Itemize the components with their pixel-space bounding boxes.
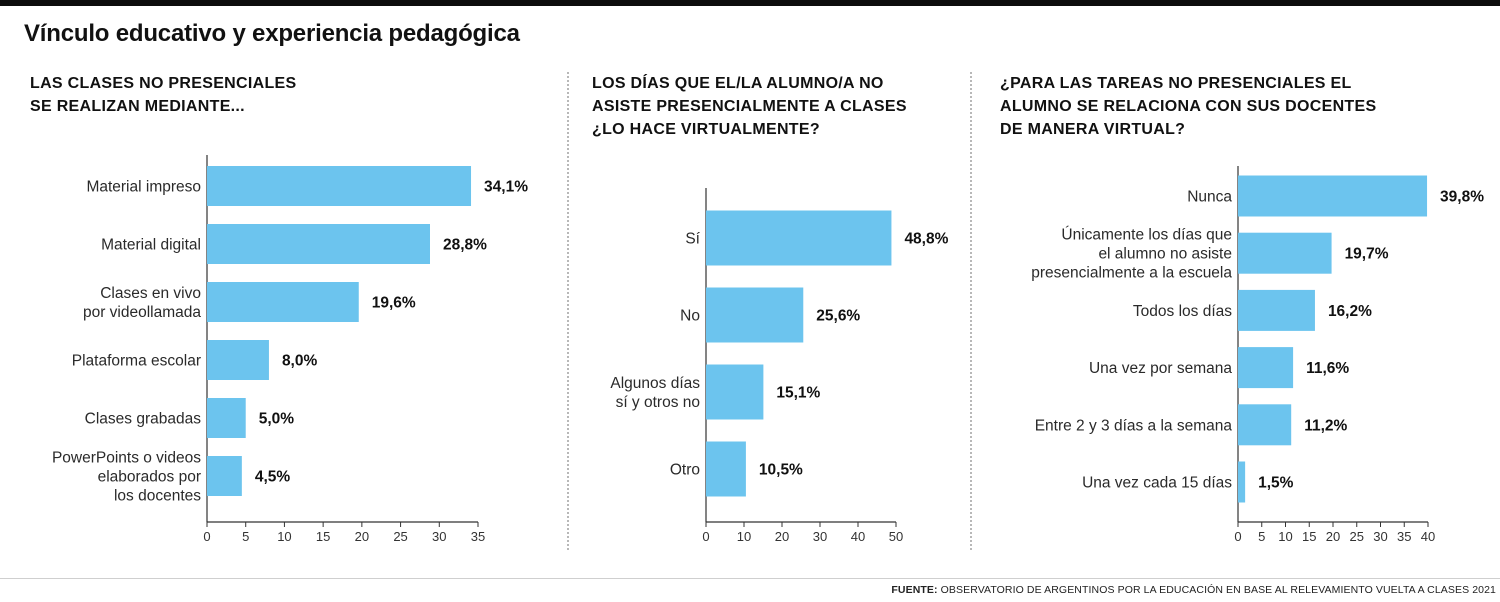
divider-2 [970,72,972,550]
chart-1-category-label: PowerPoints o videos elaborados por los do… [52,450,201,505]
chart-3-value-label: 11,6% [1306,360,1349,377]
source-label: FUENTE: [891,584,938,596]
chart-3-tick-label: 25 [1350,529,1364,544]
chart-1-bar [207,398,246,438]
page-title: Vínculo educativo y experiencia pedagógi… [24,20,520,47]
top-bar [0,0,1500,6]
chart-3-value-label: 19,7% [1345,246,1389,263]
chart-3-tick-label: 35 [1397,529,1411,544]
chart-3-category-label: Todos los días [1133,303,1232,320]
chart-1-value-label: 34,1% [484,179,528,196]
chart-1-tick-label: 35 [471,529,485,544]
chart-1-category-label: Clases en vivo por videollamada [83,285,201,321]
chart-3-bar [1238,404,1292,446]
chart-2-bar [706,210,892,266]
chart-2-title: LOS DÍAS QUE EL/LA ALUMNO/A NO ASISTE PR… [592,75,907,138]
chart-1-category-label: Clases grabadas [85,411,202,428]
chart-1-tick-label: 0 [203,529,210,544]
chart-3-tick-label: 0 [1234,529,1241,544]
chart-3-category-label: Entre 2 y 3 días a la semana [1035,417,1233,434]
chart-3-tick-label: 5 [1258,529,1265,544]
chart-1-bar [207,340,269,380]
chart-3-title: ¿PARA LAS TAREAS NO PRESENCIALES EL ALUM… [1000,75,1377,138]
chart-3-bar [1238,175,1428,217]
chart-3-value-label: 16,2% [1328,303,1372,320]
chart-2-value-label: 48,8% [904,231,948,248]
chart-2-tick-label: 40 [851,529,865,544]
chart-1-tick-label: 5 [242,529,249,544]
chart-3-tick-label: 30 [1373,529,1387,544]
chart-1-value-label: 8,0% [282,353,318,370]
chart-3-bar [1238,232,1332,274]
source-footer: FUENTE: OBSERVATORIO DE ARGENTINOS POR L… [891,584,1496,596]
chart-1-title: LAS CLASES NO PRESENCIALES SE REALIZAN M… [30,75,297,115]
chart-1-value-label: 5,0% [259,411,295,428]
chart-1-value-label: 19,6% [372,295,416,312]
chart-1-tick-label: 15 [316,529,330,544]
chart-2-category-label: Algunos días sí y otros no [610,375,700,411]
chart-3-category-label: Una vez cada 15 días [1082,475,1232,492]
chart-3-tick-label: 15 [1302,529,1316,544]
chart-1-bar [207,282,359,322]
chart-1-category-label: Material impreso [86,179,201,196]
chart-2-tick-label: 30 [813,529,827,544]
chart-1-tick-label: 10 [277,529,291,544]
chart-3-category-label: Nunca [1187,189,1232,206]
chart-1-bar [207,166,472,206]
chart-2-category-label: No [680,308,700,325]
chart-2-bar [706,287,804,343]
chart-3-category-label: Únicamente los días que el alumno no asis… [1031,227,1232,282]
chart-2-category-label: Otro [670,462,700,479]
chart-1-category-label: Plataforma escolar [72,353,201,370]
chart-1-value-label: 4,5% [255,469,291,486]
chart-3-value-label: 11,2% [1304,417,1347,434]
chart-1-bar [207,456,242,496]
chart-2-bar [706,364,764,420]
chart-3-tick-label: 40 [1421,529,1435,544]
chart-1-tick-label: 20 [355,529,369,544]
chart-1-tick-label: 30 [432,529,446,544]
chart-2-value-label: 10,5% [759,462,803,479]
chart-2-tick-label: 50 [889,529,903,544]
footer-divider [0,578,1500,579]
chart-3-value-label: 1,5% [1258,475,1294,492]
chart-2-value-label: 25,6% [816,308,860,325]
chart-2-tick-label: 20 [775,529,789,544]
chart-2-value-label: 15,1% [776,385,820,402]
divider-1 [567,72,569,550]
chart-2-bar [706,441,746,497]
chart-2-tick-label: 10 [737,529,751,544]
chart-3-tick-label: 20 [1326,529,1340,544]
source-text: OBSERVATORIO DE ARGENTINOS POR LA EDUCAC… [940,584,1496,596]
chart-1-category-label: Material digital [101,237,201,254]
chart-3-bar [1238,289,1315,331]
chart-3-category-label: Una vez por semana [1089,360,1232,377]
chart-1-tick-label: 25 [393,529,407,544]
chart-2-category-label: Sí [685,231,700,248]
chart-3-bar [1238,347,1294,389]
chart-3-bar [1238,461,1246,503]
chart-1-bar [207,224,430,264]
chart-3-tick-label: 10 [1278,529,1292,544]
chart-2-tick-label: 0 [702,529,709,544]
chart-1-value-label: 28,8% [443,237,487,254]
chart-3-value-label: 39,8% [1440,189,1484,206]
